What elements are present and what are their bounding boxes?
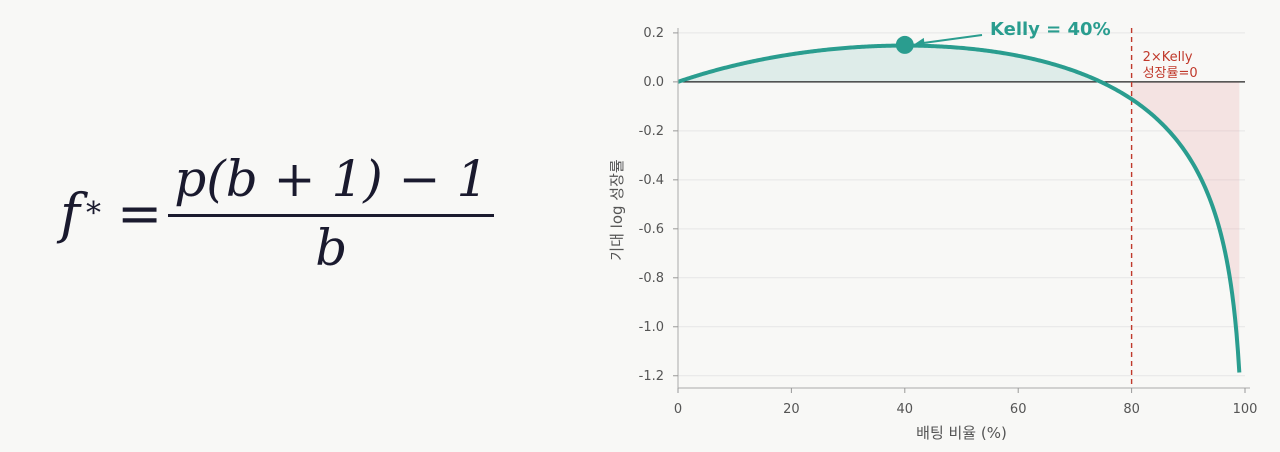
y-tick-label: -1.0 <box>639 320 664 335</box>
kelly-optimum-point <box>895 35 914 54</box>
x-tick-label: 60 <box>1010 402 1027 417</box>
positive-growth-fill <box>678 45 1101 82</box>
y-tick-label: 0.0 <box>643 75 664 90</box>
y-axis-title: 기대 log 성장률 <box>608 159 626 261</box>
growth-curve <box>677 43 1242 373</box>
negative-growth-fill <box>1131 81 1240 373</box>
formula-lhs-superscript: * <box>86 196 101 231</box>
formula-lhs: f <box>60 182 80 245</box>
y-tick-label: -0.8 <box>639 271 664 286</box>
formula-denominator: b <box>315 219 348 277</box>
formula-numerator: p(b + 1) − 1 <box>174 150 489 208</box>
formula-fraction-bar <box>168 214 495 217</box>
x-tick-label: 40 <box>897 402 914 417</box>
y-tick-label: -0.4 <box>639 173 664 188</box>
two-kelly-label: 성장률=0 <box>1143 66 1198 81</box>
kelly-formula: f * = p(b + 1) − 1 b <box>60 150 495 277</box>
kelly-annotation-label: Kelly = 40% <box>990 19 1111 40</box>
x-tick-label: 20 <box>783 402 800 417</box>
x-tick-label: 100 <box>1233 402 1258 417</box>
y-tick-label: 0.2 <box>643 26 664 41</box>
y-tick-label: -1.2 <box>639 369 664 384</box>
kelly-annotation-arrowhead <box>914 37 925 47</box>
formula-equals: = <box>117 182 163 245</box>
x-tick-label: 80 <box>1123 402 1140 417</box>
y-tick-label: -0.6 <box>639 222 664 237</box>
x-tick-label: 0 <box>674 402 682 417</box>
y-tick-label: -0.2 <box>639 124 664 139</box>
formula-fraction: p(b + 1) − 1 b <box>168 150 495 277</box>
two-kelly-label: 2×Kelly <box>1143 50 1193 65</box>
x-axis-title: 배팅 비율 (%) <box>916 424 1007 442</box>
kelly-annotation-arrow <box>916 34 983 45</box>
